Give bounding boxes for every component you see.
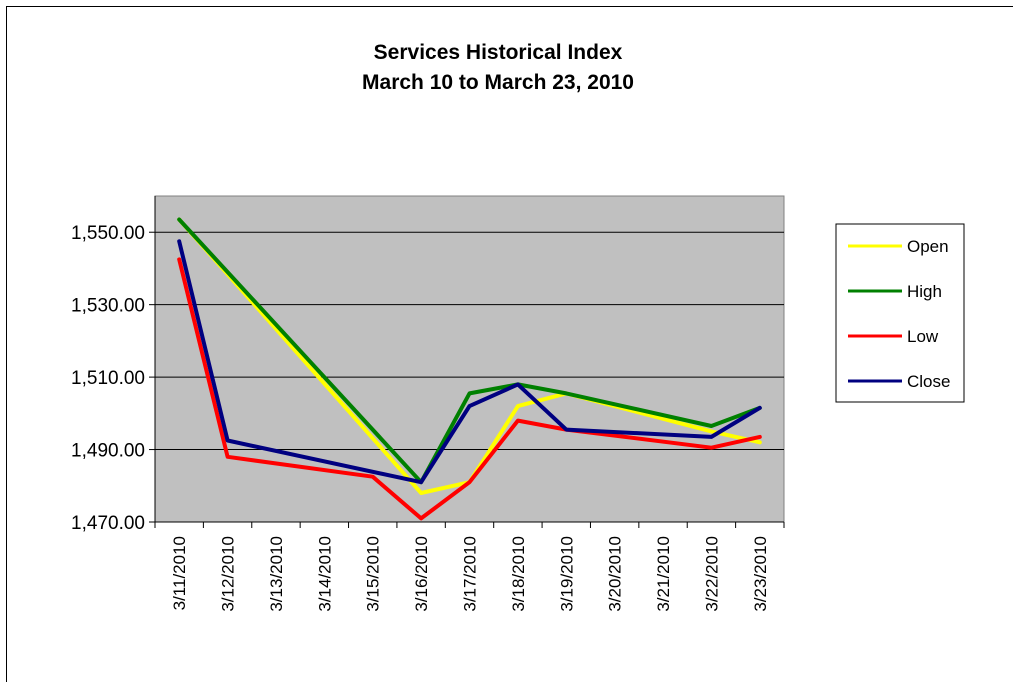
x-tick-label: 3/21/2010 (654, 536, 673, 612)
x-tick-label: 3/20/2010 (606, 536, 625, 612)
x-tick-label: 3/14/2010 (315, 536, 334, 612)
plot-area (154, 195, 785, 523)
chart-title: Services Historical Index (374, 41, 623, 64)
x-tick-label: 3/23/2010 (751, 536, 770, 612)
x-tick-label: 3/17/2010 (461, 536, 480, 612)
legend-label-low: Low (907, 327, 939, 346)
x-tick-label: 3/16/2010 (412, 536, 431, 612)
legend-box (835, 223, 965, 403)
legend-label-high: High (907, 282, 942, 301)
x-tick-label: 3/22/2010 (702, 536, 721, 612)
x-tick-label: 3/13/2010 (267, 536, 286, 612)
y-tick-label: 1,470.00 (71, 513, 145, 534)
x-tick-label: 3/18/2010 (509, 536, 528, 612)
series-line-low (177, 257, 762, 521)
legend-label-open: Open (907, 237, 949, 256)
series-layer (177, 217, 762, 521)
y-tick-label: 1,550.00 (71, 223, 145, 244)
x-tick-label: 3/15/2010 (364, 536, 383, 612)
chart-subtitle: March 10 to March 23, 2010 (362, 71, 634, 94)
axis-layer: 1,470.00 1,490.00 1,510.00 1,530.00 1,550.00… (71, 196, 785, 612)
legend: Open High Low Close (848, 237, 950, 391)
x-tick-label: 3/12/2010 (219, 536, 238, 612)
legend-label-close: Close (907, 372, 950, 391)
y-tick-label: 1,490.00 (71, 441, 145, 462)
series-line-close (177, 239, 762, 485)
x-tick-label: 3/11/2010 (170, 536, 189, 610)
series-line-open (177, 217, 762, 495)
x-tick-label: 3/19/2010 (557, 536, 576, 612)
y-tick-label: 1,510.00 (71, 368, 145, 389)
y-tick-label: 1,530.00 (71, 296, 145, 317)
